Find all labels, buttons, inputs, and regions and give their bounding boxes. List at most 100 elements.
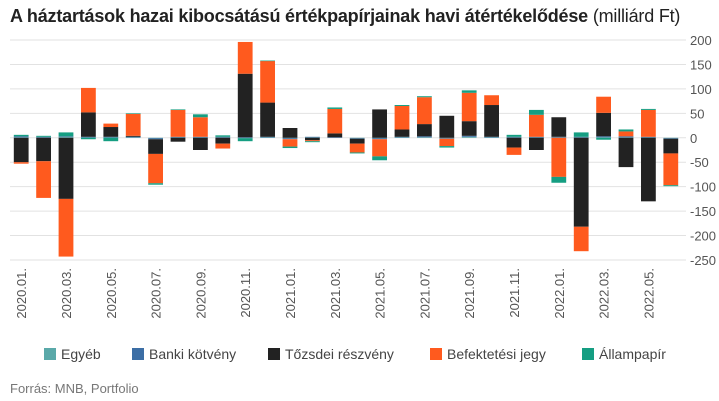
bar-segment xyxy=(305,137,320,141)
bar-segment xyxy=(573,137,589,227)
bar-segment xyxy=(125,113,141,136)
bar-segment xyxy=(372,139,387,157)
bar-segment xyxy=(641,109,656,137)
bar-segment xyxy=(349,138,365,144)
bar-segment xyxy=(573,226,589,252)
bar-segment xyxy=(125,113,141,114)
bar-segment xyxy=(461,136,477,138)
bar-segment xyxy=(103,137,119,142)
bar-segment xyxy=(170,137,186,142)
y-tick-label: 150 xyxy=(690,57,712,72)
bar-segment xyxy=(237,137,253,138)
bar-segment xyxy=(305,136,320,138)
x-tick-label: 2021.11. xyxy=(507,268,522,318)
bar-segment xyxy=(13,137,29,163)
bar-segment xyxy=(193,114,208,118)
x-tick-label: 2022.01. xyxy=(552,268,567,319)
bar-segment xyxy=(103,123,119,128)
y-tick-label: 200 xyxy=(690,33,712,48)
bar-segment xyxy=(282,138,298,140)
bar-segment xyxy=(170,137,186,138)
x-tick-label: 2022.05. xyxy=(641,268,656,319)
legend-label: Állampapír xyxy=(599,346,666,362)
bar-segment xyxy=(551,137,567,138)
bar-segment xyxy=(81,136,96,138)
x-tick-label: 2021.05. xyxy=(373,268,388,319)
x-tick-label: 2020.07. xyxy=(149,268,164,319)
bar-segment xyxy=(663,137,679,139)
bar-segment xyxy=(215,135,231,137)
bar-segment xyxy=(260,60,275,62)
y-tick-label: -200 xyxy=(690,229,716,244)
chart-title-main: A háztartások hazai kibocsátású értékpap… xyxy=(10,6,588,26)
bar-segment xyxy=(372,137,387,139)
bar-segment xyxy=(305,141,320,143)
legend-swatch xyxy=(132,348,144,360)
bar-segment xyxy=(596,137,611,138)
x-tick-label: 2021.01. xyxy=(283,268,298,319)
bar-segment xyxy=(13,134,29,137)
bar-segment xyxy=(170,136,186,138)
bar-segment xyxy=(618,137,634,168)
bar-segment xyxy=(641,137,656,138)
bar-segment xyxy=(372,109,387,138)
bar-segment xyxy=(484,137,499,138)
legend-swatch xyxy=(44,348,56,360)
bar-segment xyxy=(394,129,410,137)
bar-segment xyxy=(618,136,634,138)
legend-item: Befektetési jegy xyxy=(430,346,546,362)
bar-segment xyxy=(484,136,499,138)
bar-segment xyxy=(573,137,589,138)
bar-segment xyxy=(327,133,343,138)
bar-segment xyxy=(36,137,51,138)
bar-segment xyxy=(641,108,656,110)
bar-segment xyxy=(148,183,163,185)
bar-segment xyxy=(260,102,275,137)
bar-segment xyxy=(58,132,74,137)
y-tick-label: 50 xyxy=(690,106,704,121)
bar-segment xyxy=(148,139,163,154)
bar-segment xyxy=(461,121,477,136)
y-tick-label: -250 xyxy=(690,253,716,268)
bar-segment xyxy=(641,137,656,202)
bar-segment xyxy=(551,176,567,183)
bar-segment xyxy=(215,143,231,149)
bar-segment xyxy=(58,136,74,138)
bar-segment xyxy=(394,136,410,138)
bar-segment xyxy=(439,138,455,139)
bar-segment xyxy=(148,137,163,139)
bar-segment xyxy=(36,161,51,198)
bar-segment xyxy=(260,61,275,103)
source-note: Forrás: MNB, Portfolio xyxy=(10,381,139,396)
legend-swatch xyxy=(268,348,280,360)
bar-segment xyxy=(81,87,96,113)
bar-segment xyxy=(529,136,544,138)
bar-segment xyxy=(372,138,387,140)
bar-segment xyxy=(237,41,253,74)
bar-segment xyxy=(282,146,298,149)
bar-segment xyxy=(282,137,298,139)
legend-swatch xyxy=(582,348,594,360)
bar-segment xyxy=(305,137,320,138)
x-tick-label: 2021.09. xyxy=(462,268,477,319)
bar-segment xyxy=(596,137,611,140)
bar-segment xyxy=(36,137,51,162)
chart-title-unit: (milliárd Ft) xyxy=(592,6,681,26)
bar-segment xyxy=(13,137,29,138)
bar-segment xyxy=(417,97,432,125)
bar-segment xyxy=(58,136,74,137)
bar-segment xyxy=(237,137,253,139)
bar-segment xyxy=(260,136,275,138)
bar-segment xyxy=(439,138,455,147)
bar-segment xyxy=(81,137,96,140)
bar-segment xyxy=(103,137,119,138)
bar-segment xyxy=(36,135,51,137)
bar-segment xyxy=(506,134,522,137)
bar-segment xyxy=(596,112,611,137)
bar-segment xyxy=(394,105,410,106)
bar-segment xyxy=(13,136,29,138)
bar-segment xyxy=(349,152,365,154)
bar-segment xyxy=(529,109,544,115)
bar-segment xyxy=(148,153,163,184)
legend-label: Egyéb xyxy=(61,346,101,362)
